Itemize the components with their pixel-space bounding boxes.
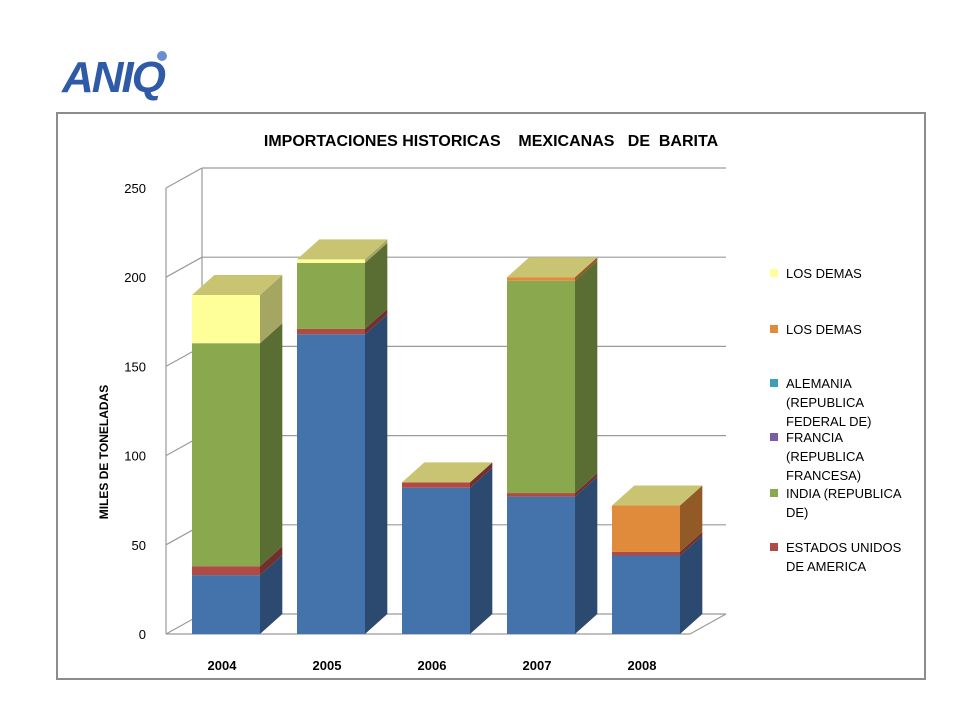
bar-segment-side (470, 462, 493, 488)
bar-top (192, 275, 283, 296)
bar-segment-side (680, 485, 703, 552)
bar-segment-front (507, 496, 575, 634)
y-tick-label: 0 (139, 627, 146, 642)
legend-label: ESTADOS UNIDOS DE AMERICA (786, 540, 902, 574)
bar-segment-side (260, 323, 283, 567)
chart: IMPORTACIONES HISTORICAS MEXICANAS DE BA… (97, 133, 902, 673)
bar-segment-front (612, 551, 680, 556)
chart-container: IMPORTACIONES HISTORICAS MEXICANAS DE BA… (56, 112, 926, 680)
chart-title: IMPORTACIONES HISTORICAS MEXICANAS DE BA… (264, 133, 719, 150)
bar-segment-front (297, 328, 365, 335)
bar-segment-front (192, 575, 260, 634)
x-tick-label: 2006 (418, 658, 447, 673)
legend-swatch (770, 269, 778, 277)
legend-swatch (770, 325, 778, 333)
bar-segment-front (297, 334, 365, 634)
x-tick-label: 2008 (628, 658, 657, 673)
y-tick-label: 150 (124, 359, 146, 374)
bar-segment-front (612, 555, 680, 634)
legend-label: ALEMANIA (REPUBLICA FEDERAL DE) (786, 376, 871, 429)
bar-top (612, 485, 703, 506)
x-tick-label: 2005 (313, 658, 342, 673)
bar-segment-front (507, 493, 575, 497)
legend-swatch (770, 543, 778, 551)
bar-segment-front (192, 295, 260, 344)
bar-segment-side (680, 535, 703, 634)
y-tick-label: 250 (124, 181, 146, 196)
legend-swatch (770, 379, 778, 387)
bar-segment-front (192, 343, 260, 567)
bar-segment-front (402, 487, 470, 634)
bar-top (297, 239, 388, 260)
bar-segment-side (365, 242, 388, 329)
bar-segment-side (365, 239, 388, 263)
y-axis-label: MILES DE TONELADAS (97, 385, 111, 519)
bar-segment-front (297, 262, 365, 329)
legend-label: LOS DEMAS (786, 322, 862, 337)
gridline-side (165, 256, 203, 278)
bar-segment-front (507, 277, 575, 281)
legend-label: LOS DEMAS (786, 266, 862, 281)
bar-top (507, 257, 598, 278)
aniq-logo: ANIQ (61, 51, 168, 102)
y-tick-label: 50 (132, 538, 146, 553)
bar-segment-front (192, 566, 260, 576)
y-tick-label: 100 (124, 449, 146, 464)
bar-segment-side (365, 314, 388, 634)
bar-segment-side (260, 546, 283, 576)
bar-segment-side (260, 555, 283, 634)
x-tick-label: 2004 (208, 658, 238, 673)
legend: LOS DEMAS LOS DEMAS ALEMANIA (REPUBLICA FEDE… (770, 266, 902, 574)
bar-segment-side (260, 275, 283, 344)
bar-segment-side (365, 308, 388, 335)
y-tick-label: 200 (124, 270, 146, 285)
bar-segment-side (470, 467, 493, 634)
legend-swatch (770, 433, 778, 441)
bar-segment-side (575, 473, 598, 497)
gridline-side (165, 167, 203, 189)
bar-segment-side (680, 531, 703, 556)
floor-right-edge (689, 613, 727, 635)
legend-label: FRANCIA (REPUBLICA FRANCESA) (786, 430, 864, 483)
x-tick-label: 2007 (523, 658, 552, 673)
bar-segment-front (612, 505, 680, 552)
plot-area: 0 50 100 150 200 250 2004 2005 2006 2007 2008 (124, 167, 727, 673)
bar-segment-side (575, 257, 598, 281)
bar-top (402, 462, 493, 483)
logo-text: ANIQ (61, 53, 166, 102)
legend-swatch (770, 489, 778, 497)
bar-segment-side (575, 260, 598, 494)
bar-segment-side (575, 476, 598, 634)
legend-label: INDIA (REPUBLICA DE) (786, 486, 902, 520)
bar-segment-front (507, 280, 575, 494)
bar-segment-front (297, 259, 365, 263)
bar-segment-front (402, 482, 470, 488)
logo-dot-icon (157, 51, 167, 61)
